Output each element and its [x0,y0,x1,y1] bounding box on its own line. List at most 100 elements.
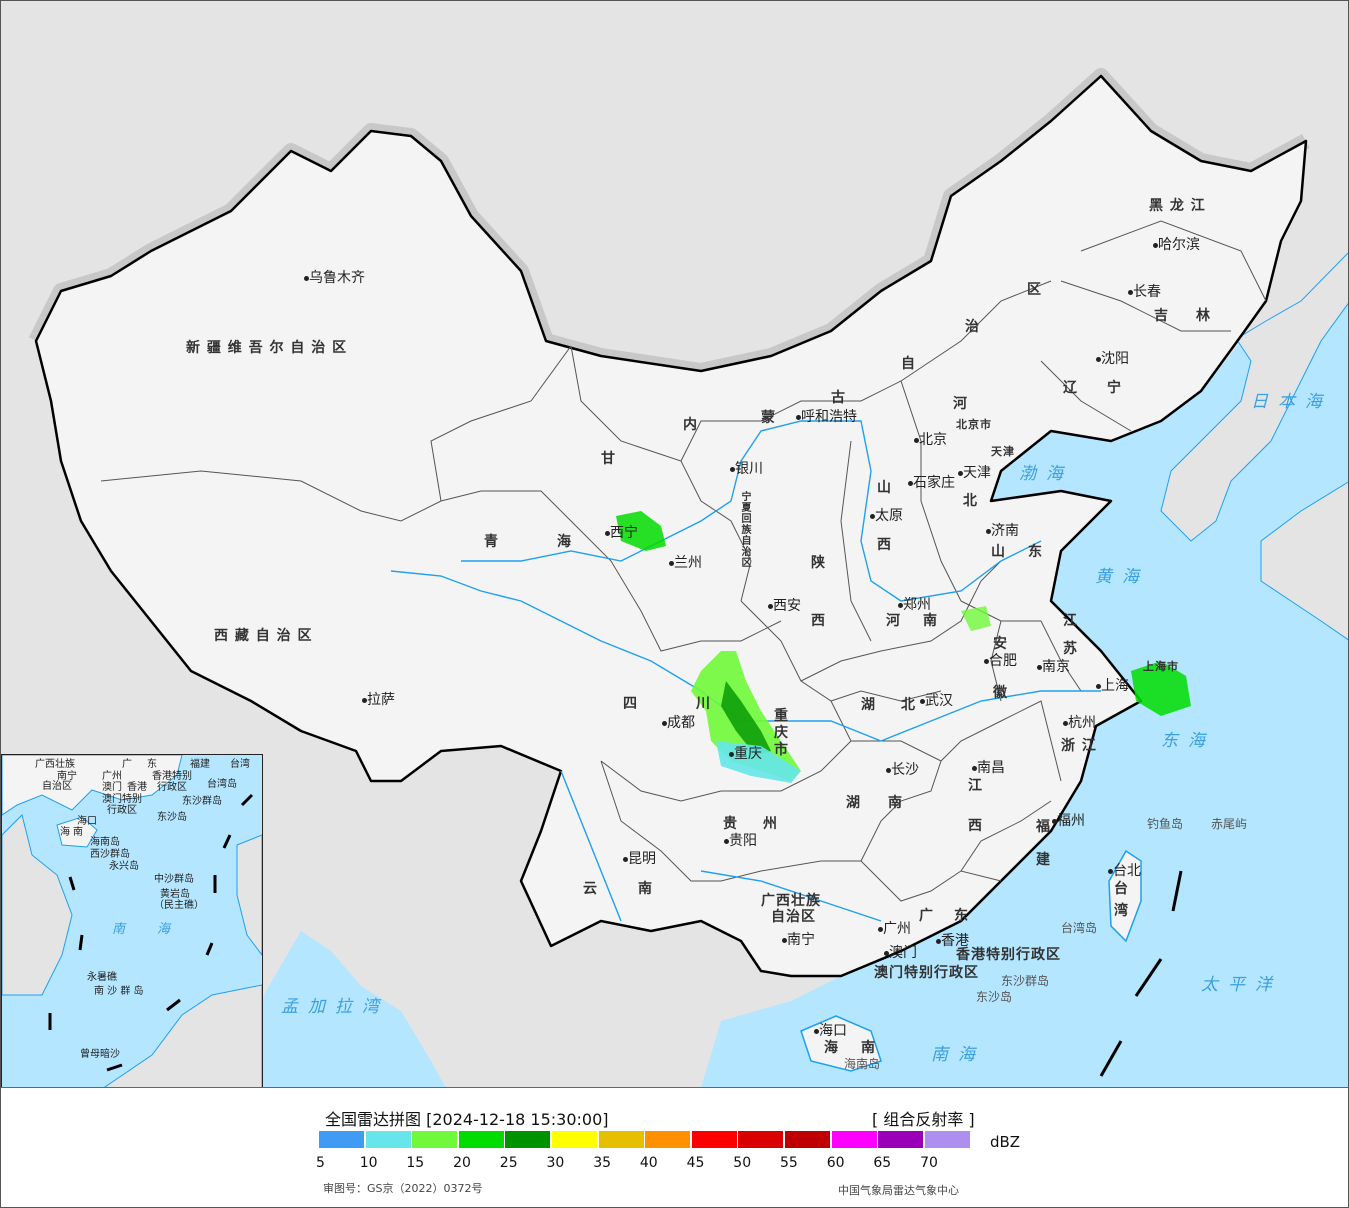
legend-panel [0,1088,1349,1208]
province-label: 河 [886,613,901,629]
city-marker-icon [908,481,913,486]
province-label: 山 [991,544,1006,560]
province-label: 吉 [1154,308,1169,324]
city-label: 石家庄 [913,475,955,491]
inset-label: 香港 [127,782,147,793]
province-label: 贵 [723,816,738,832]
island-label: 台湾岛 [1061,921,1098,935]
inset-land-philippines [236,834,262,956]
tick-label: 35 [593,1155,612,1171]
city-marker-icon [782,938,787,943]
province-label: 林 [1196,308,1211,324]
map-canvas [28,68,1348,1087]
color-swatch [365,1131,411,1148]
color-swatch [412,1131,458,1148]
city-marker-icon [605,531,610,536]
color-scale-bar [319,1131,971,1148]
inset-label: 福建 [190,759,210,770]
province-label: 东 [1028,544,1043,560]
city-marker-icon [1063,721,1068,726]
province-label: 北 [963,493,978,509]
inset-label: 澳门特别 [102,794,142,805]
inset-label: 自治区 [42,781,72,792]
city-marker-icon [724,839,729,844]
province-label: 云 [583,881,598,897]
inset-land-indochina [2,814,73,996]
inset-label: 永兴岛 [109,861,139,872]
province-label: 青 [484,534,499,550]
province-label: 古 [831,390,846,406]
city-marker-icon [884,951,889,956]
sea-label: 日本海 [1251,392,1332,412]
sea-label: 黄海 [1095,567,1149,587]
tick-label: 20 [453,1155,471,1171]
city-marker-icon [623,857,628,862]
city-marker-icon [878,927,883,932]
province-label-ningxia: 宁夏回族自治区 [739,491,750,568]
special-region-label: 天津 [991,445,1015,458]
inset-label: 广 [122,759,132,770]
legend-title: 全国雷达拼图 [2024-12-18 15:30:00] [325,1110,609,1129]
province-label: 东 [954,908,969,924]
city-label: 合肥 [989,653,1017,669]
tick-label: 25 [499,1155,518,1171]
province-label: 庆 [774,725,789,741]
tick-label: 70 [920,1155,938,1171]
city-label: 昆明 [628,851,656,867]
city-label: 上海 [1101,678,1129,694]
province-label: 西 [811,613,826,629]
inset-label: 南宁 [57,771,77,782]
city-label: 杭州 [1068,715,1096,731]
province-label: 北 [901,697,916,713]
province-label: 蒙 [761,410,776,426]
city-marker-icon [1153,243,1158,248]
inset-label: 永暑礁 [87,972,117,983]
inset-nine-dash-line [48,793,254,1072]
city-marker-icon [662,721,667,726]
city-marker-icon [1037,665,1042,670]
city-marker-icon [1108,869,1113,874]
province-label: 自 [901,356,916,372]
province-label: 内 [683,417,698,433]
tick-label: 55 [780,1155,798,1171]
city-label: 西宁 [610,525,638,541]
province-label: 西 藏 自 治 区 [214,628,313,644]
province-label: 治 [965,319,980,335]
city-label: 北京 [919,432,947,448]
tick-label: 30 [546,1155,565,1171]
inset-label: 南 沙 群 岛 [94,986,144,997]
city-marker-icon [768,604,773,609]
city-label: 兰州 [674,555,702,571]
sea-label: 太平洋 [1201,975,1282,995]
color-swatch [505,1131,551,1148]
province-label: 辽 [1063,380,1078,396]
province-label: 广西壮族 [761,893,821,909]
color-swatch [878,1131,924,1148]
tick-label: 10 [359,1155,378,1171]
island-label: 东沙岛 [976,990,1013,1004]
city-label: 香港 [941,933,969,949]
city-marker-icon [886,768,891,773]
city-label: 南昌 [977,760,1005,776]
province-label: 苏 [1063,641,1078,657]
city-marker-icon [1096,684,1101,689]
province-label: 海 [824,1040,839,1056]
island-label: 海南岛 [844,1057,881,1071]
color-swatch [738,1131,784,1148]
city-label: 台北 [1113,863,1141,879]
city-label: 天津 [963,465,991,481]
sea-label: 东海 [1161,731,1215,751]
special-region-label: 澳门特别行政区 [874,965,979,981]
rivers [390,420,1101,922]
echo-xining [616,511,666,551]
color-swatch [458,1131,504,1148]
city-label: 武汉 [925,693,953,709]
product-name: [ 组合反射率 ] [872,1110,975,1129]
city-label: 济南 [991,523,1019,539]
inset-hainan [56,816,98,848]
echo-chongqing-light [716,741,801,783]
city-label: 呼和浩特 [801,409,857,425]
nine-dash-line [1099,870,1183,1077]
inset-label: 黄岩岛 [160,889,190,900]
city-label: 西安 [773,598,801,614]
